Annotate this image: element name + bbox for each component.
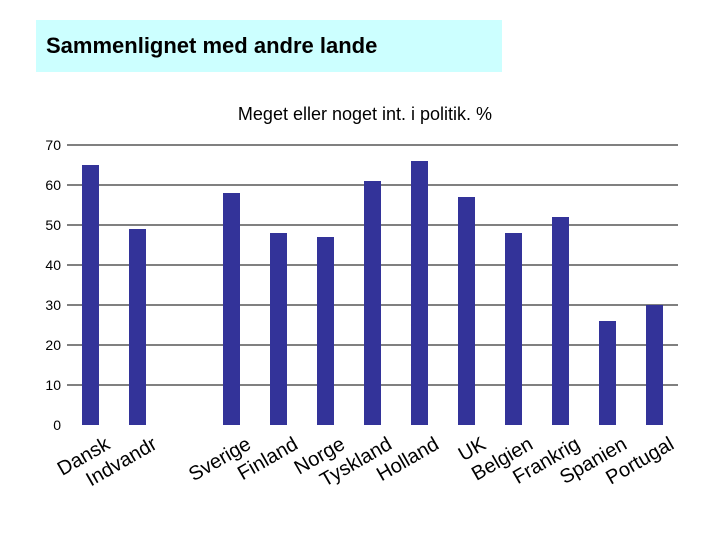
bar-uk — [458, 197, 475, 425]
bar-spanien — [599, 321, 616, 425]
slide-title-box: Sammenlignet med andre lande — [36, 20, 502, 72]
y-axis-ticks: 0 10 20 30 40 50 60 70 — [45, 137, 61, 433]
y-tick-label: 0 — [53, 417, 61, 433]
bar-portugal — [646, 305, 663, 425]
y-tick-label: 70 — [45, 137, 61, 153]
y-tick-label: 20 — [45, 337, 61, 353]
y-tick-label: 40 — [45, 257, 61, 273]
bar-belgien — [505, 233, 522, 425]
slide-title: Sammenlignet med andre lande — [46, 33, 378, 58]
bar-frankrig — [552, 217, 569, 425]
bar-dansk — [82, 165, 99, 425]
y-tick-label: 60 — [45, 177, 61, 193]
bar-indvandr — [129, 229, 146, 425]
bar-finland — [270, 233, 287, 425]
bar-sverige — [223, 193, 240, 425]
bar-norge — [317, 237, 334, 425]
y-tick-label: 10 — [45, 377, 61, 393]
y-tick-label: 30 — [45, 297, 61, 313]
bars — [82, 161, 663, 425]
y-tick-label: 50 — [45, 217, 61, 233]
bar-holland — [411, 161, 428, 425]
chart-title: Meget eller noget int. i politik. % — [237, 104, 493, 124]
bar-tyskland — [364, 181, 381, 425]
